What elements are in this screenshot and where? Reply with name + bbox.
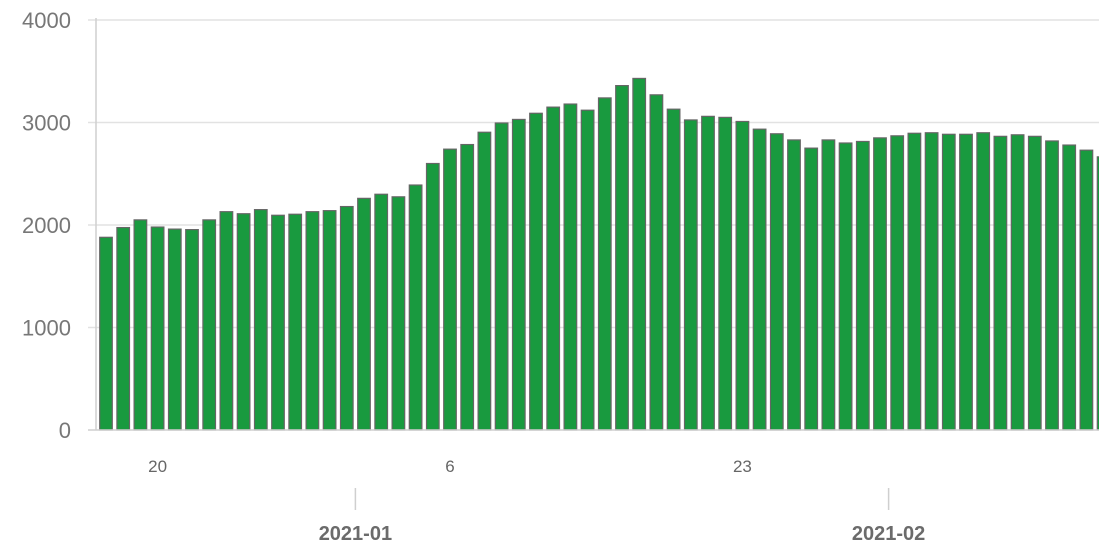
bar-2021-01-28: [821, 139, 836, 431]
bar-2021-01-23: [735, 120, 750, 431]
bar-2021-01-19: [666, 108, 681, 431]
bar-2020-12-26: [253, 209, 268, 431]
bar-2020-12-23: [202, 219, 217, 431]
bar-2020-12-24: [219, 211, 234, 431]
bar-2021-01-30: [855, 140, 870, 431]
bar-2021-01-04: [408, 184, 423, 431]
bar-2021-01-31: [873, 137, 887, 431]
bar-2021-01-18: [649, 94, 664, 431]
bars: [99, 77, 1099, 431]
y-tick-label: 1000: [22, 316, 71, 341]
bar-2021-01-02: [374, 193, 389, 431]
x-axis-labels: 20 6 23 2021-01 2021-02: [148, 457, 925, 545]
bar-2021-02-07: [993, 135, 1008, 431]
y-tick-label: 0: [59, 418, 71, 443]
bar-2021-01-09: [494, 122, 509, 431]
bar-2021-02-13: [1096, 156, 1099, 431]
bar-2020-12-28: [288, 213, 303, 431]
bar-2021-01-22: [718, 116, 733, 431]
bar-2021-02-10: [1045, 140, 1059, 431]
bar-2020-12-22: [185, 229, 199, 431]
bar-2020-12-19: [133, 219, 148, 431]
bar-2021-02-04: [941, 133, 956, 431]
bar-2021-02-01: [890, 135, 905, 431]
bar-2020-12-18: [116, 226, 131, 431]
bar-2021-02-05: [959, 133, 973, 431]
bar-2021-01-08: [477, 131, 492, 431]
bar-2021-01-20: [683, 119, 698, 431]
axes: [88, 18, 1099, 431]
bar-2020-12-25: [236, 213, 251, 431]
bar-2020-12-21: [167, 228, 182, 431]
bar-2020-12-17: [99, 236, 113, 431]
bar-2021-01-14: [580, 109, 595, 431]
bar-2021-01-12: [546, 106, 561, 431]
bar-2021-01-13: [563, 103, 578, 431]
bar-2021-02-06: [976, 132, 991, 431]
bar-2021-01-05: [425, 162, 440, 431]
y-tick-label: 2000: [22, 213, 71, 238]
bar-2020-12-20: [150, 226, 165, 431]
bar-2021-02-08: [1010, 134, 1025, 431]
bar-2021-01-11: [529, 112, 543, 431]
x-month-label: 2021-01: [319, 523, 392, 545]
x-tick-label: 20: [148, 457, 167, 476]
bar-2021-01-06: [443, 148, 457, 431]
bar-2020-12-31: [339, 205, 354, 431]
bar-2021-02-11: [1062, 144, 1077, 431]
bar-2021-01-26: [787, 139, 801, 431]
bar-2021-01-27: [804, 147, 819, 431]
bar-2021-01-07: [460, 143, 475, 431]
bar-2020-12-29: [305, 211, 320, 431]
bar-2021-01-29: [838, 142, 853, 431]
bar-2021-02-02: [907, 132, 922, 431]
bar-2021-01-24: [752, 128, 767, 431]
bar-2021-01-21: [701, 115, 715, 431]
y-tick-label: 3000: [22, 111, 71, 136]
y-tick-label: 4000: [22, 8, 71, 33]
bar-2021-01-17: [632, 77, 647, 431]
x-month-label: 2021-02: [852, 523, 925, 545]
bar-2020-12-30: [322, 210, 337, 431]
x-tick-label: 23: [733, 457, 752, 476]
bar-2021-01-01: [357, 197, 371, 431]
bar-2021-02-12: [1079, 149, 1094, 431]
bar-2021-01-03: [391, 196, 406, 431]
bar-2020-12-27: [271, 214, 285, 431]
bar-2021-01-25: [769, 133, 784, 431]
bar-2021-01-15: [597, 97, 612, 431]
bar-2021-02-09: [1027, 135, 1042, 431]
bar-2021-01-16: [615, 84, 629, 431]
y-axis-labels: 0 1000 2000 3000 4000: [22, 8, 71, 443]
bar-2021-01-10: [511, 118, 526, 431]
x-tick-label: 6: [445, 457, 454, 476]
bar-2021-02-03: [924, 132, 939, 431]
